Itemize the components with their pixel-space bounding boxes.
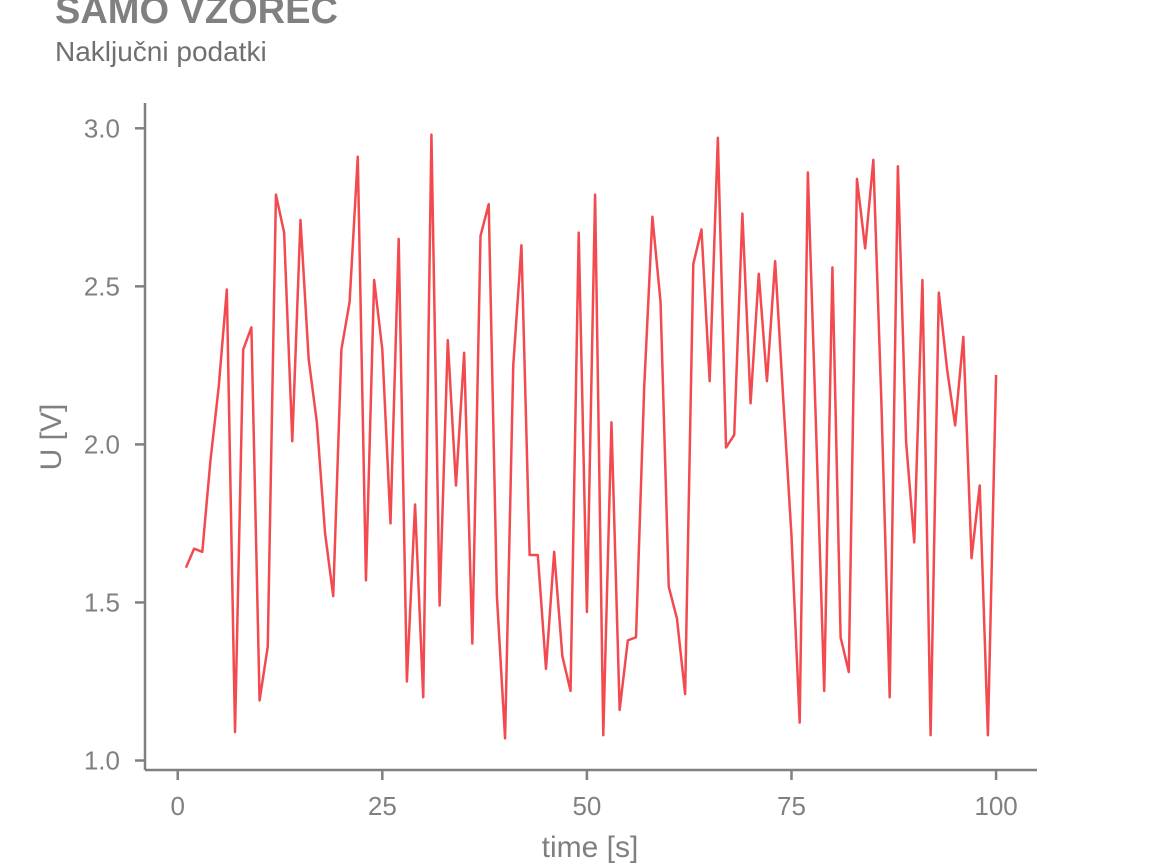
chart-subtitle: Naključni podatki: [55, 36, 267, 67]
x-tick-label: 75: [777, 791, 806, 821]
x-tick-label: 25: [368, 791, 397, 821]
y-tick-label: 2.5: [84, 271, 120, 301]
y-tick-label: 1.5: [84, 587, 120, 617]
x-tick-label: 0: [170, 791, 184, 821]
y-axis-label: U [V]: [35, 404, 68, 471]
chart-title: SAMO VZOREC: [55, 0, 338, 32]
axis-ticks: 0 25 50 75 100 1.0 1.5 2.0 2.5 3.0: [84, 113, 1018, 821]
y-tick-label: 2.0: [84, 429, 120, 459]
y-tick-label: 3.0: [84, 113, 120, 143]
x-axis-label: time [s]: [542, 831, 639, 864]
y-tick-label: 1.0: [84, 746, 120, 776]
series-line: [184, 133, 998, 740]
x-tick-label: 50: [572, 791, 601, 821]
x-tick-label: 100: [974, 791, 1017, 821]
